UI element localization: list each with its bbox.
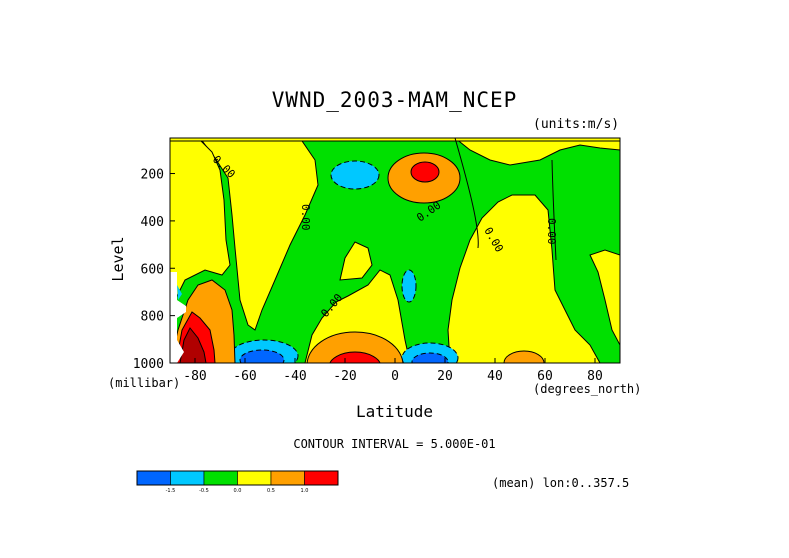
colorbar-label: 0.0 bbox=[234, 488, 242, 494]
contour-interval: CONTOUR INTERVAL = 5.000E-01 bbox=[293, 437, 496, 451]
field-darkred-left bbox=[179, 327, 207, 363]
units-label: (units:m/s) bbox=[533, 117, 620, 132]
x-axis: -80 -60 -40 -20 0 20 40 60 80 bbox=[183, 358, 603, 384]
y-tick-label: 400 bbox=[141, 215, 164, 230]
x-tick-label: 40 bbox=[487, 369, 503, 384]
zero-contour-a bbox=[454, 138, 479, 249]
y-tick-label: 600 bbox=[141, 262, 164, 277]
x-tick-label: 0 bbox=[391, 369, 399, 384]
x-tick-label: 60 bbox=[537, 369, 553, 384]
y-tick-label: 1000 bbox=[133, 357, 164, 372]
x-tick-label: -40 bbox=[283, 369, 306, 384]
colorbar-bin bbox=[170, 470, 205, 486]
field-yellow-top-right bbox=[454, 138, 620, 166]
field-cyan-upper bbox=[330, 160, 380, 190]
field-orange-bottom-mid bbox=[306, 331, 404, 363]
footer-mean: (mean) lon:0..357.5 bbox=[492, 476, 630, 490]
colorbar-frame bbox=[136, 470, 339, 486]
y-axis-units: (millibar) bbox=[108, 376, 181, 390]
field-blue-left-edge bbox=[177, 285, 182, 300]
x-tick-label: -60 bbox=[233, 369, 256, 384]
contour-label: 0.00 bbox=[545, 218, 558, 245]
field-blue-bottom-left bbox=[239, 349, 285, 363]
x-tick-label: 20 bbox=[437, 369, 453, 384]
field-white-missing bbox=[170, 272, 186, 363]
field-red-bottom-mid bbox=[329, 351, 381, 363]
colorbar-label: 0.5 bbox=[267, 488, 275, 494]
colorbar-label: 1.0 bbox=[301, 488, 309, 494]
field-red-upper bbox=[410, 161, 440, 183]
colorbar-label: -0.5 bbox=[199, 488, 209, 494]
field-yellow-far-right bbox=[589, 249, 620, 346]
chart-title: VWND_2003-MAM_NCEP bbox=[271, 88, 518, 112]
contour-label: 0.00 bbox=[299, 204, 312, 231]
colorbar-bin bbox=[237, 470, 272, 486]
colorbar: -1.5 -0.5 0.0 0.5 1.0 bbox=[136, 470, 339, 494]
colorbar-bin bbox=[304, 470, 339, 486]
field-yellow-left bbox=[170, 138, 620, 331]
contour-field bbox=[170, 138, 620, 363]
x-tick-label: -20 bbox=[333, 369, 356, 384]
field-cyan-mid bbox=[401, 269, 417, 303]
field-blue-bottom-right bbox=[411, 352, 449, 363]
zero-contour-b bbox=[551, 159, 557, 261]
x-axis-label: Latitude bbox=[355, 402, 434, 421]
colorbar-label: -1.5 bbox=[166, 488, 176, 494]
field-yellow-right bbox=[447, 194, 601, 363]
colorbar-bin bbox=[203, 470, 238, 486]
y-tick-label: 800 bbox=[141, 310, 164, 325]
x-axis-units: (degrees_north) bbox=[533, 382, 642, 396]
y-axis: 200 400 600 800 1000 bbox=[133, 168, 175, 372]
colorbar-bin bbox=[270, 470, 305, 486]
x-tick-label: 80 bbox=[587, 369, 603, 384]
field-orange-bottom-right bbox=[503, 350, 545, 363]
y-tick-label: 200 bbox=[141, 168, 164, 183]
colorbar-bin bbox=[136, 470, 171, 486]
field-yellow-topbar bbox=[170, 138, 620, 142]
x-tick-label: -80 bbox=[183, 369, 206, 384]
field-yellow-mid-upper bbox=[339, 241, 373, 281]
